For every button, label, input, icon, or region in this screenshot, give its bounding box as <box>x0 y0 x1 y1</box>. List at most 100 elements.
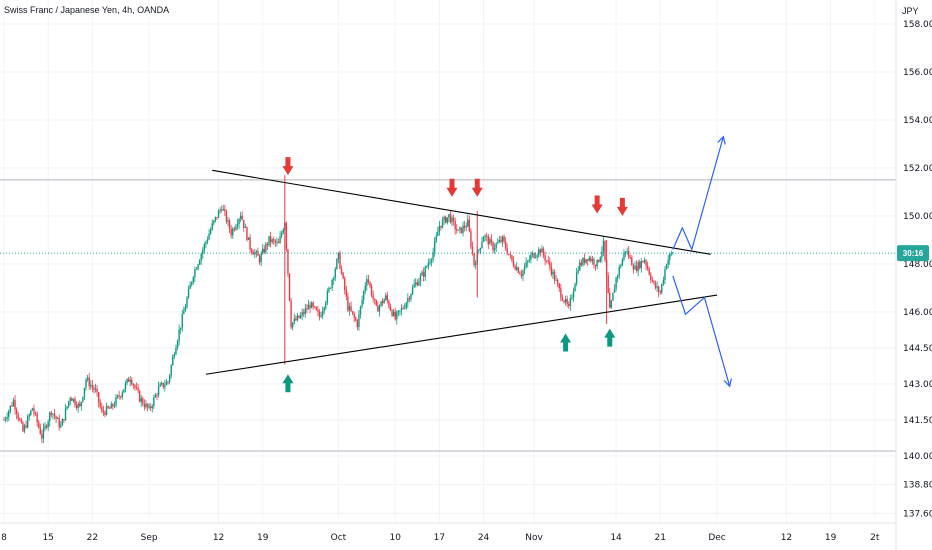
price-axis[interactable]: 158.000 156.000 154.000 152.000 150.000 148.0… <box>903 20 932 519</box>
time-tick-label: Oct <box>331 533 347 543</box>
candle-body <box>610 300 613 308</box>
candle-body <box>569 298 572 306</box>
candle-body <box>332 277 335 280</box>
candle-body <box>200 254 202 261</box>
candle-body <box>463 225 466 228</box>
candle-body <box>492 242 494 251</box>
candle-body <box>598 259 600 262</box>
candle-body <box>552 271 554 275</box>
candle-body <box>216 216 218 218</box>
candle-body <box>290 300 292 328</box>
candle-body <box>176 340 179 349</box>
candle-body <box>173 354 176 357</box>
candle-body <box>80 401 82 407</box>
candle-body <box>397 310 400 313</box>
candle-body <box>186 297 188 308</box>
candle-body <box>148 406 150 408</box>
candle-body <box>17 414 19 419</box>
time-tick-label: 22 <box>87 533 98 543</box>
candle-body <box>192 277 194 283</box>
candle-body <box>213 220 215 224</box>
candle-body <box>405 302 407 309</box>
candle-body <box>512 260 515 267</box>
projection-bearish[interactable] <box>672 275 731 387</box>
candle-body <box>653 281 655 283</box>
candle-body <box>381 301 384 304</box>
candle-body <box>127 378 130 382</box>
candle-body <box>433 241 436 253</box>
candle-body <box>91 385 94 388</box>
candle-body <box>12 400 15 407</box>
candle-body <box>454 220 456 230</box>
candle-body <box>175 348 177 355</box>
arrow-down-icon <box>616 197 628 216</box>
candle-body <box>411 287 414 294</box>
candle-body <box>572 291 575 298</box>
candle-body <box>209 229 212 234</box>
candle-body <box>547 260 549 262</box>
projection-bullish[interactable] <box>672 136 724 252</box>
candle-body <box>202 249 204 255</box>
candle-body <box>627 251 630 258</box>
trendline-lower[interactable] <box>205 294 718 375</box>
candle-body <box>282 229 284 233</box>
candle-body <box>191 282 193 285</box>
candle-body <box>63 419 65 421</box>
candle-body <box>612 292 614 301</box>
candle-body <box>487 236 489 245</box>
candle-body <box>99 402 101 407</box>
candle-body <box>67 401 70 407</box>
candle-body <box>4 418 7 420</box>
arrow-down-icon <box>471 178 483 197</box>
time-tick-label: 19 <box>257 533 269 543</box>
candle-body <box>452 217 455 221</box>
projection-arrowhead <box>717 135 726 145</box>
candle-body <box>36 413 38 423</box>
candle-body <box>646 265 649 269</box>
price-tick-label: 138.800 <box>903 481 932 491</box>
time-tick-label: Nov <box>525 533 543 543</box>
trendline-upper[interactable] <box>212 169 711 255</box>
candle-body <box>465 226 467 228</box>
candle-body <box>462 225 464 233</box>
candle-body <box>599 257 601 262</box>
candle-body <box>386 295 389 301</box>
candle-body <box>515 267 518 270</box>
arrow-down-icon <box>282 157 294 176</box>
candle-body <box>616 275 619 278</box>
price-badge-box <box>897 245 929 262</box>
candle-body <box>541 248 543 253</box>
candle-body <box>416 282 419 286</box>
candle-body <box>342 272 344 279</box>
time-tick-label: 10 <box>389 533 401 543</box>
candle-body <box>590 257 592 262</box>
candle-body <box>413 284 415 288</box>
candle-body <box>64 408 67 421</box>
candle-body <box>566 299 568 305</box>
candle-body <box>539 249 542 253</box>
price-tick-label: 154.000 <box>903 116 932 126</box>
candle-body <box>514 266 516 270</box>
candle-body <box>107 406 109 408</box>
candle-body <box>115 397 117 406</box>
candle-body <box>369 282 371 287</box>
candle-body <box>79 403 81 407</box>
price-axis-unit: JPY <box>902 6 919 16</box>
candle-body <box>443 216 445 221</box>
candle-body <box>195 268 198 270</box>
candle-body <box>170 365 172 376</box>
candle-body <box>222 209 224 211</box>
candle-body <box>538 249 540 256</box>
candle-body <box>563 300 565 303</box>
candle-body <box>120 396 122 398</box>
candle-body <box>112 403 114 407</box>
candle-body <box>427 263 430 267</box>
candle-body <box>437 232 439 237</box>
candle-body <box>568 304 570 306</box>
time-axis[interactable]: 8 15 22 Sep 12 19 Oct 10 17 24 Nov 14 21 Dec 12 19 2t <box>1 533 880 543</box>
candle-body <box>116 395 119 398</box>
candle-body <box>579 262 581 271</box>
candle-body <box>105 406 108 415</box>
candle-body <box>260 253 262 263</box>
